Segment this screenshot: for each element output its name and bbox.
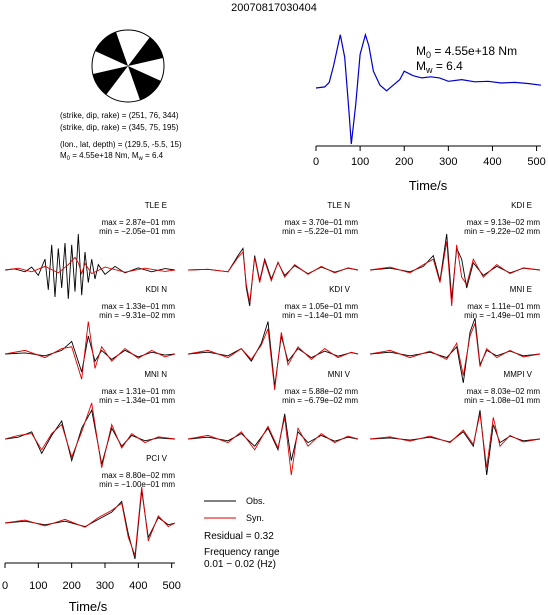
nodal-plane-1: (strike, dip, rake) = (251, 76, 344) — [60, 111, 179, 120]
max-amplitude: max = 8.03e−02 mm — [467, 387, 541, 396]
synthetic-trace — [4, 256, 176, 276]
synthetic-trace — [187, 250, 359, 303]
synthetic-trace — [4, 486, 176, 556]
frequency-value: 0.01 − 0.02 (Hz) — [204, 559, 276, 570]
station-label: TLE N — [327, 201, 350, 210]
legend: Obs. Syn. Residual = 0.32 Frequency rang… — [204, 496, 280, 570]
figure-title: 20070817030404 — [231, 2, 317, 14]
stf-tick-label: 300 — [439, 156, 457, 168]
station-label: MMPI V — [504, 370, 533, 379]
stf-tick-label: 0 — [313, 156, 319, 168]
stf-panel: 0 100 200 300 400 500 Time/s M0 = 4.55e+18 Nm… — [313, 32, 546, 193]
station-label: KDI E — [511, 201, 532, 210]
bottom-tick-label: 400 — [129, 580, 147, 592]
min-amplitude: min = −9.22e−02 mm — [464, 227, 540, 236]
stf-tick-label: 400 — [483, 156, 501, 168]
nodal-plane-2: (strike, dip, rake) = (345, 75, 195) — [60, 123, 179, 132]
synthetic-trace — [4, 321, 176, 380]
bottom-x-label: Time/s — [69, 599, 108, 614]
min-amplitude: min = −1.08e−01 mm — [464, 396, 540, 405]
observed-trace — [4, 335, 176, 373]
stf-tick-label: 200 — [395, 156, 413, 168]
max-amplitude: max = 1.05e−01 mm — [285, 302, 359, 311]
stf-curve — [315, 32, 542, 145]
synthetic-trace — [4, 402, 176, 468]
synthetic-trace — [187, 328, 359, 391]
frequency-label: Frequency range — [204, 547, 280, 558]
bottom-tick-label: 100 — [29, 580, 47, 592]
bottom-tick-label: 500 — [162, 580, 180, 592]
beachball-icon — [91, 29, 165, 103]
observed-trace — [4, 233, 176, 299]
max-amplitude: max = 5.88e−02 mm — [285, 387, 359, 396]
min-amplitude: min = −1.00e−01 mm — [99, 480, 175, 489]
bottom-ticks: 0 100 200 300 400 500 — [2, 563, 181, 592]
max-amplitude: max = 1.31e−01 mm — [102, 387, 176, 396]
max-amplitude: max = 1.11e−01 mm — [467, 302, 540, 311]
min-amplitude: min = −6.79e−02 mm — [282, 396, 358, 405]
observed-trace — [187, 247, 359, 307]
station-label: PCI V — [146, 454, 168, 463]
bottom-axis: 0 100 200 300 400 500 Time/s — [2, 562, 181, 614]
source-parameters: (strike, dip, rake) = (251, 76, 344) (st… — [60, 111, 182, 162]
stf-tick-label: 500 — [527, 156, 545, 168]
station-label: TLE E — [145, 201, 167, 210]
station-label: MNI E — [510, 285, 532, 294]
bottom-tick-label: 300 — [96, 580, 114, 592]
max-amplitude: max = 1.33e−01 mm — [102, 302, 176, 311]
bottom-tick-label: 0 — [2, 580, 8, 592]
hypocenter-line: (lon., lat, depth) = (129.5, -5.5, 15) — [60, 140, 182, 149]
min-amplitude: min = −1.49e−01 mm — [464, 311, 540, 320]
min-amplitude: min = −1.14e−01 mm — [282, 311, 358, 320]
max-amplitude: max = 9.13e−02 mm — [467, 218, 541, 227]
max-amplitude: max = 2.87e−01 mm — [102, 218, 176, 227]
stf-magnitude: Mw = 6.4 — [416, 59, 463, 75]
synthetic-trace — [369, 323, 541, 376]
legend-obs-label: Obs. — [246, 496, 265, 506]
observed-trace — [4, 490, 176, 560]
min-amplitude: min = −1.34e−01 mm — [99, 396, 175, 405]
synthetic-trace — [369, 241, 541, 307]
stf-tick-label: 100 — [351, 156, 369, 168]
stf-moment: M0 = 4.55e+18 Nm — [416, 44, 517, 60]
stf-x-label: Time/s — [409, 178, 448, 193]
legend-syn-label: Syn. — [246, 513, 264, 523]
min-amplitude: min = −5.22e−01 mm — [282, 227, 358, 236]
min-amplitude: min = −9.31e−02 mm — [99, 311, 175, 320]
bottom-tick-label: 200 — [62, 580, 80, 592]
observed-trace — [369, 410, 541, 476]
moment-line: M0 = 4.55e+18 Nm, Mw = 6.4 — [60, 151, 164, 162]
min-amplitude: min = −2.05e−01 mm — [99, 227, 175, 236]
station-label: KDI V — [329, 285, 351, 294]
max-amplitude: max = 3.70e−01 mm — [285, 218, 359, 227]
synthetic-trace — [369, 413, 541, 468]
synthetic-trace — [187, 417, 359, 476]
station-label: MNI V — [328, 370, 351, 379]
station-label: MNI N — [144, 370, 167, 379]
station-label: KDI N — [146, 285, 168, 294]
residual-text: Residual = 0.32 — [204, 531, 274, 542]
stf-ticks: 0 100 200 300 400 500 — [313, 146, 546, 168]
max-amplitude: max = 8.80e−02 mm — [102, 471, 176, 480]
